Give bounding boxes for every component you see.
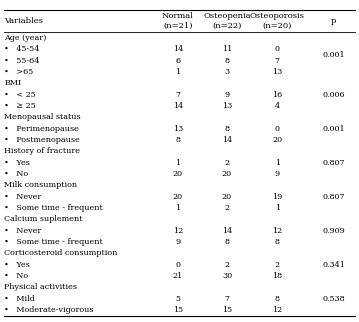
Text: •   ≥ 25: • ≥ 25: [4, 102, 36, 110]
Text: 14: 14: [173, 45, 183, 53]
Text: 2: 2: [275, 260, 280, 269]
Text: 1: 1: [275, 158, 280, 166]
Text: 15: 15: [173, 306, 183, 314]
Text: •   Yes: • Yes: [4, 158, 30, 166]
Text: 7: 7: [275, 57, 280, 64]
Text: 20: 20: [222, 193, 232, 201]
Text: 0.538: 0.538: [322, 295, 345, 303]
Text: 2: 2: [224, 158, 229, 166]
Text: 1: 1: [175, 204, 180, 212]
Text: 19: 19: [272, 193, 283, 201]
Text: 12: 12: [173, 227, 183, 235]
Text: 0.807: 0.807: [322, 158, 345, 166]
Text: 1: 1: [175, 158, 180, 166]
Text: •   Never: • Never: [4, 227, 42, 235]
Text: 8: 8: [224, 125, 229, 133]
Text: 13: 13: [272, 68, 283, 76]
Text: Corticosteroid consumption: Corticosteroid consumption: [4, 249, 118, 257]
Text: 4: 4: [275, 102, 280, 110]
Text: Menopausal status: Menopausal status: [4, 113, 81, 121]
Text: 12: 12: [272, 306, 283, 314]
Text: •   45-54: • 45-54: [4, 45, 39, 53]
Text: 14: 14: [222, 136, 232, 144]
Text: 8: 8: [275, 295, 280, 303]
Text: •   Never: • Never: [4, 193, 42, 201]
Text: 30: 30: [222, 272, 232, 280]
Text: •   < 25: • < 25: [4, 90, 36, 99]
Text: 16: 16: [272, 90, 283, 99]
Text: 1: 1: [175, 68, 180, 76]
Text: History of fracture: History of fracture: [4, 147, 80, 155]
Text: Variables: Variables: [4, 17, 43, 25]
Text: 7: 7: [224, 295, 229, 303]
Text: 7: 7: [175, 90, 180, 99]
Text: 8: 8: [275, 238, 280, 246]
Text: 14: 14: [222, 227, 232, 235]
Text: 11: 11: [222, 45, 232, 53]
Text: 20: 20: [272, 136, 283, 144]
Text: p: p: [331, 17, 336, 25]
Text: 0.006: 0.006: [322, 90, 345, 99]
Text: 21: 21: [173, 272, 183, 280]
Text: 13: 13: [173, 125, 183, 133]
Text: 13: 13: [222, 102, 232, 110]
Text: 0: 0: [275, 45, 280, 53]
Text: 0.807: 0.807: [322, 193, 345, 201]
Text: Osteoporosis
(n=20): Osteoporosis (n=20): [250, 12, 305, 30]
Text: 3: 3: [224, 68, 229, 76]
Text: •   >65: • >65: [4, 68, 33, 76]
Text: 14: 14: [173, 102, 183, 110]
Text: •   Postmenopause: • Postmenopause: [4, 136, 80, 144]
Text: 8: 8: [224, 57, 229, 64]
Text: 5: 5: [175, 295, 180, 303]
Text: 9: 9: [175, 238, 180, 246]
Text: •   Yes: • Yes: [4, 260, 30, 269]
Text: •   No: • No: [4, 272, 28, 280]
Text: BMI: BMI: [4, 79, 22, 87]
Text: 0.341: 0.341: [322, 260, 345, 269]
Text: 20: 20: [173, 193, 183, 201]
Text: 1: 1: [275, 204, 280, 212]
Text: Milk consumption: Milk consumption: [4, 181, 78, 189]
Text: 6: 6: [175, 57, 180, 64]
Text: 9: 9: [275, 170, 280, 178]
Text: 0: 0: [275, 125, 280, 133]
Text: 9: 9: [224, 90, 229, 99]
Text: •   Moderate-vigorous: • Moderate-vigorous: [4, 306, 94, 314]
Text: 20: 20: [173, 170, 183, 178]
Text: Physical activities: Physical activities: [4, 283, 77, 291]
Text: 8: 8: [224, 238, 229, 246]
Text: 15: 15: [222, 306, 232, 314]
Text: 12: 12: [272, 227, 283, 235]
Text: 2: 2: [224, 204, 229, 212]
Text: Calcium suplement: Calcium suplement: [4, 215, 83, 223]
Text: 0.001: 0.001: [322, 125, 345, 133]
Text: •   No: • No: [4, 170, 28, 178]
Text: •   Perimenopause: • Perimenopause: [4, 125, 79, 133]
Text: 0.001: 0.001: [322, 51, 345, 59]
Text: 18: 18: [272, 272, 283, 280]
Text: •   Mild: • Mild: [4, 295, 35, 303]
Text: 0.909: 0.909: [322, 227, 345, 235]
Text: Age (year): Age (year): [4, 34, 47, 42]
Text: •   Some time - frequent: • Some time - frequent: [4, 238, 103, 246]
Text: 20: 20: [222, 170, 232, 178]
Text: •   55-64: • 55-64: [4, 57, 39, 64]
Text: Normal
(n=21): Normal (n=21): [162, 12, 194, 30]
Text: •   Some time - frequent: • Some time - frequent: [4, 204, 103, 212]
Text: 0: 0: [175, 260, 180, 269]
Text: 8: 8: [175, 136, 180, 144]
Text: Osteopenia
(n=22): Osteopenia (n=22): [203, 12, 251, 30]
Text: 2: 2: [224, 260, 229, 269]
